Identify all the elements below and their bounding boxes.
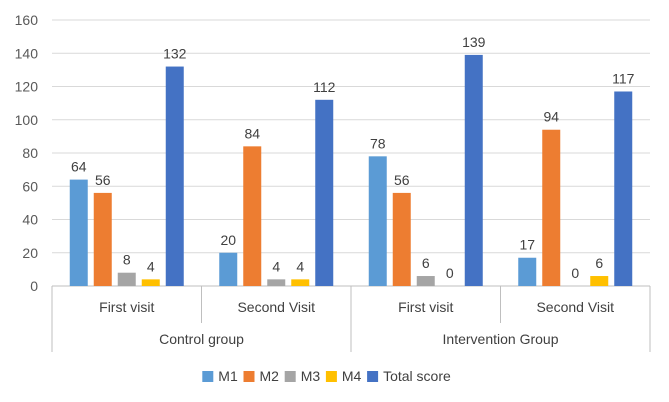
data-label: 78: [370, 135, 386, 151]
y-tick-label: 60: [22, 178, 38, 194]
data-label: 64: [71, 159, 87, 175]
legend-label: M3: [301, 368, 321, 384]
data-label: 20: [220, 232, 236, 248]
y-tick-label: 140: [15, 45, 39, 61]
data-label: 4: [147, 258, 155, 274]
data-label: 8: [123, 252, 131, 268]
legend-label: M2: [260, 368, 280, 384]
y-tick-label: 100: [15, 112, 39, 128]
data-label: 0: [571, 265, 579, 281]
bar: [392, 192, 411, 286]
data-label: 4: [272, 258, 280, 274]
bar: [165, 66, 184, 286]
legend-swatch: [243, 371, 255, 382]
data-label: 84: [244, 125, 260, 141]
bar: [518, 257, 537, 286]
bar: [219, 252, 238, 286]
data-label: 4: [296, 258, 304, 274]
bar: [315, 99, 334, 286]
bar: [368, 156, 387, 286]
bar: [464, 54, 483, 286]
group-label: Control group: [159, 331, 244, 347]
y-tick-label: 0: [30, 278, 38, 294]
bar: [93, 192, 112, 286]
data-label: 6: [595, 255, 603, 271]
data-label: 112: [313, 79, 336, 95]
data-label: 132: [163, 46, 187, 62]
category-label: Second Visit: [237, 299, 315, 315]
data-label: 17: [519, 237, 535, 253]
bar: [542, 129, 561, 286]
data-label: 94: [543, 109, 559, 125]
y-tick-label: 120: [15, 79, 39, 95]
legend-label: Total score: [383, 368, 451, 384]
data-label: 117: [612, 70, 635, 86]
y-tick-label: 20: [22, 245, 38, 261]
bar: [69, 179, 88, 286]
y-tick-label: 40: [22, 212, 38, 228]
data-label: 6: [422, 255, 430, 271]
data-label: 56: [95, 172, 111, 188]
legend-swatch: [367, 371, 379, 382]
category-label: First visit: [398, 299, 453, 315]
legend-swatch: [202, 371, 214, 382]
legend-label: M1: [218, 368, 238, 384]
data-label: 0: [446, 265, 454, 281]
group-label: Intervention Group: [443, 331, 559, 347]
bar: [141, 279, 160, 286]
bar: [590, 276, 609, 286]
bar: [243, 146, 262, 286]
y-tick-label: 160: [15, 12, 39, 28]
legend-label: M4: [342, 368, 362, 384]
legend-swatch: [325, 371, 337, 382]
data-label: 56: [394, 172, 410, 188]
bar: [267, 279, 286, 286]
y-tick-label: 80: [22, 145, 38, 161]
bar: [291, 279, 310, 286]
bar: [416, 276, 435, 286]
legend-swatch: [284, 371, 296, 382]
bar: [614, 91, 633, 286]
category-label: Second Visit: [536, 299, 614, 315]
data-label: 139: [462, 34, 486, 50]
category-label: First visit: [99, 299, 154, 315]
bar: [117, 272, 136, 286]
